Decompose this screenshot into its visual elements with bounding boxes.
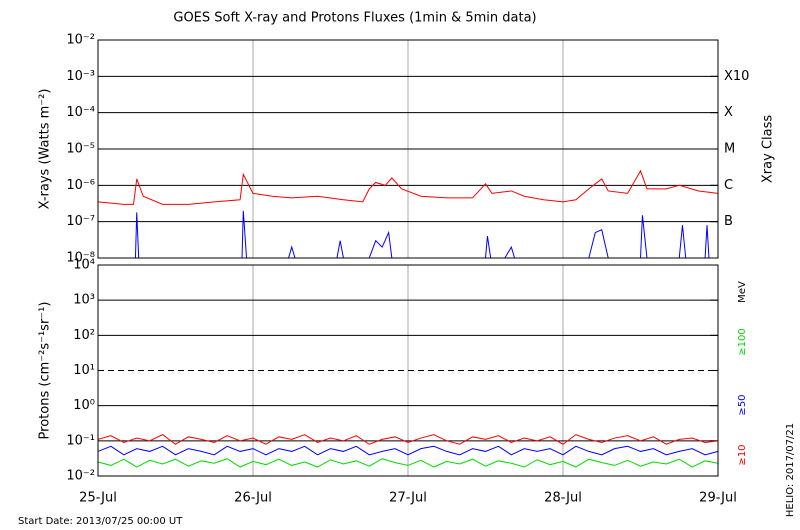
series-line (97, 458, 719, 468)
y2-axis-label: Xray Class (761, 115, 776, 183)
y-tick-label: 10¹ (73, 363, 95, 378)
plot-frame (97, 264, 719, 477)
class-label: B (724, 214, 733, 229)
helio-stamp: HELIO: 2017/07/21 (785, 423, 796, 517)
y-tick-label: 10² (73, 328, 95, 343)
legend-title: MeV (737, 281, 748, 303)
y-tick-label: 10⁻¹ (66, 433, 95, 448)
start-date: Start Date: 2013/07/25 00:00 UT (18, 516, 183, 527)
series-line (97, 169, 719, 205)
series-line (97, 434, 719, 445)
y-tick-label: 10⁴ (73, 258, 95, 273)
x-tick-label: 26-Jul (234, 491, 272, 506)
y-tick-label: 10⁻⁵ (66, 142, 95, 157)
legend-entry: ≥10 (737, 444, 748, 465)
class-label: M (724, 142, 735, 157)
y-axis-label: Protons (cm⁻²s⁻¹sr⁻¹) (38, 302, 53, 440)
class-label: X10 (724, 69, 749, 84)
y-tick-label: 10⁻² (66, 469, 95, 484)
legend-entry: ≥100 (737, 328, 748, 355)
y-axis-label: X-rays (Watts m⁻²) (38, 89, 53, 210)
legend-entry: ≥50 (737, 394, 748, 415)
plot-frame (97, 39, 719, 259)
series-line (97, 445, 719, 456)
class-label: C (724, 178, 733, 193)
class-label: X (724, 105, 733, 120)
y-tick-label: 10⁻³ (66, 69, 95, 84)
series-line (134, 210, 710, 259)
x-tick-label: 27-Jul (389, 491, 427, 506)
x-tick-label: 29-Jul (699, 491, 737, 506)
y-tick-label: 10⁰ (73, 398, 95, 413)
y-tick-label: 10⁻⁸ (66, 251, 95, 266)
y-tick-label: 10⁻² (66, 33, 95, 48)
y-tick-label: 10⁻⁴ (66, 105, 95, 120)
chart-title: GOES Soft X-ray and Protons Fluxes (1min… (173, 11, 536, 26)
x-tick-label: 28-Jul (544, 491, 582, 506)
y-tick-label: 10³ (73, 293, 95, 308)
y-tick-label: 10⁻⁷ (66, 214, 95, 229)
x-tick-label: 25-Jul (79, 491, 117, 506)
y-tick-label: 10⁻⁶ (66, 178, 95, 193)
